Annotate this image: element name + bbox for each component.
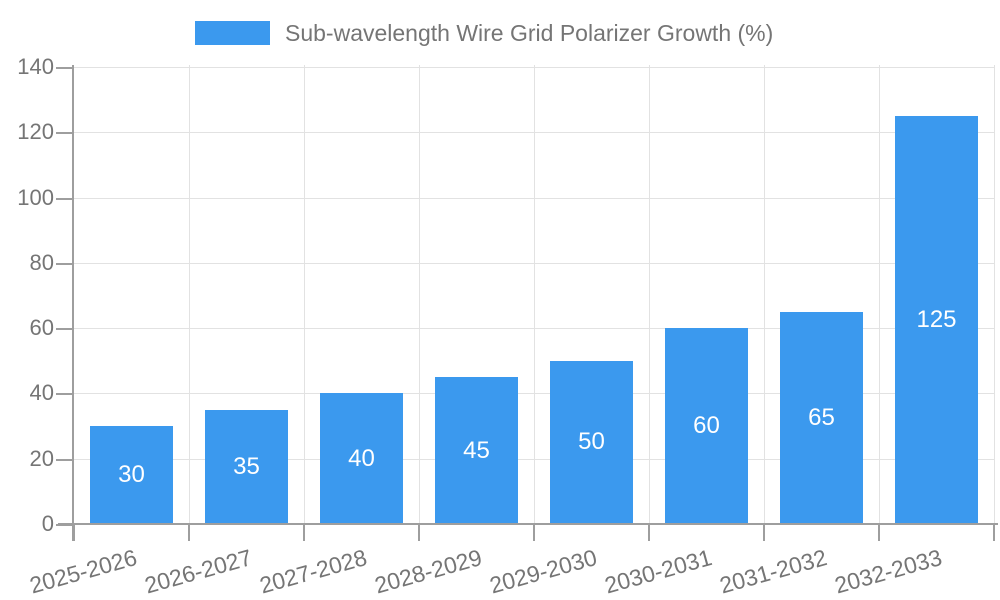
y-axis-tick-label: 40 xyxy=(29,380,54,405)
x-axis-line xyxy=(58,523,998,525)
y-axis-tick xyxy=(56,67,72,69)
x-axis-tick-label: 2028-2029 xyxy=(371,544,485,599)
bar-value-label: 50 xyxy=(578,428,605,455)
y-axis-tick-label: 140 xyxy=(17,54,54,79)
x-axis-tick-label: 2025-2026 xyxy=(26,544,140,599)
y-axis-tick xyxy=(56,328,72,330)
y-axis-tick xyxy=(56,132,72,134)
gridline-vertical xyxy=(994,65,995,523)
y-axis-tick-label: 100 xyxy=(17,185,54,210)
x-axis-tick-label: 2031-2032 xyxy=(716,544,830,599)
y-axis-tick-label: 20 xyxy=(29,446,54,471)
bar-value-label: 45 xyxy=(463,437,490,464)
y-axis-line xyxy=(72,65,74,541)
y-axis-tick xyxy=(56,263,72,265)
x-axis-tick-label: 2026-2027 xyxy=(141,544,255,599)
legend: Sub-wavelength Wire Grid Polarizer Growt… xyxy=(195,21,773,45)
gridline-vertical xyxy=(189,65,190,523)
x-axis-tick xyxy=(878,525,880,541)
y-axis-tick xyxy=(56,393,72,395)
legend-swatch-icon xyxy=(195,21,270,45)
bar[interactable] xyxy=(320,393,403,523)
bar[interactable] xyxy=(90,426,173,523)
bar[interactable] xyxy=(665,328,748,523)
bar-value-label: 125 xyxy=(916,306,957,333)
x-axis-tick xyxy=(763,525,765,541)
bar-value-label: 30 xyxy=(118,461,145,488)
x-axis-tick-label: 2029-2030 xyxy=(486,544,600,599)
legend-item[interactable]: Sub-wavelength Wire Grid Polarizer Growt… xyxy=(195,21,773,45)
bar-value-label: 65 xyxy=(808,404,835,431)
x-axis-tick xyxy=(418,525,420,541)
gridline-vertical xyxy=(649,65,650,523)
y-axis-tick-label: 0 xyxy=(41,511,54,536)
bar-value-label: 60 xyxy=(693,412,720,439)
y-axis-tick xyxy=(56,524,72,526)
y-axis-tick-label: 80 xyxy=(29,250,54,275)
x-axis-tick xyxy=(648,525,650,541)
bar[interactable] xyxy=(205,410,288,523)
x-axis-tick xyxy=(188,525,190,541)
bar-value-label: 35 xyxy=(233,453,260,480)
x-axis-tick-label: 2030-2031 xyxy=(601,544,715,599)
bar-value-label: 40 xyxy=(348,445,375,472)
bar[interactable] xyxy=(550,361,633,523)
gridline-vertical xyxy=(764,65,765,523)
gridline-vertical xyxy=(419,65,420,523)
y-axis-tick xyxy=(56,459,72,461)
x-axis-tick xyxy=(303,525,305,541)
x-axis-tick xyxy=(993,525,995,541)
x-axis-tick-label: 2027-2028 xyxy=(256,544,370,599)
y-axis-tick-label: 120 xyxy=(17,119,54,144)
x-axis-tick xyxy=(533,525,535,541)
y-axis-tick-label: 60 xyxy=(29,315,54,340)
gridline-vertical xyxy=(304,65,305,523)
x-axis-tick-label: 2032-2033 xyxy=(831,544,945,599)
legend-label: Sub-wavelength Wire Grid Polarizer Growt… xyxy=(285,20,774,46)
x-axis-tick xyxy=(73,525,75,541)
gridline-vertical xyxy=(534,65,535,523)
bar[interactable] xyxy=(895,116,978,523)
y-axis-tick xyxy=(56,198,72,200)
bar[interactable] xyxy=(435,377,518,523)
gridline-vertical xyxy=(879,65,880,523)
bar[interactable] xyxy=(780,312,863,523)
